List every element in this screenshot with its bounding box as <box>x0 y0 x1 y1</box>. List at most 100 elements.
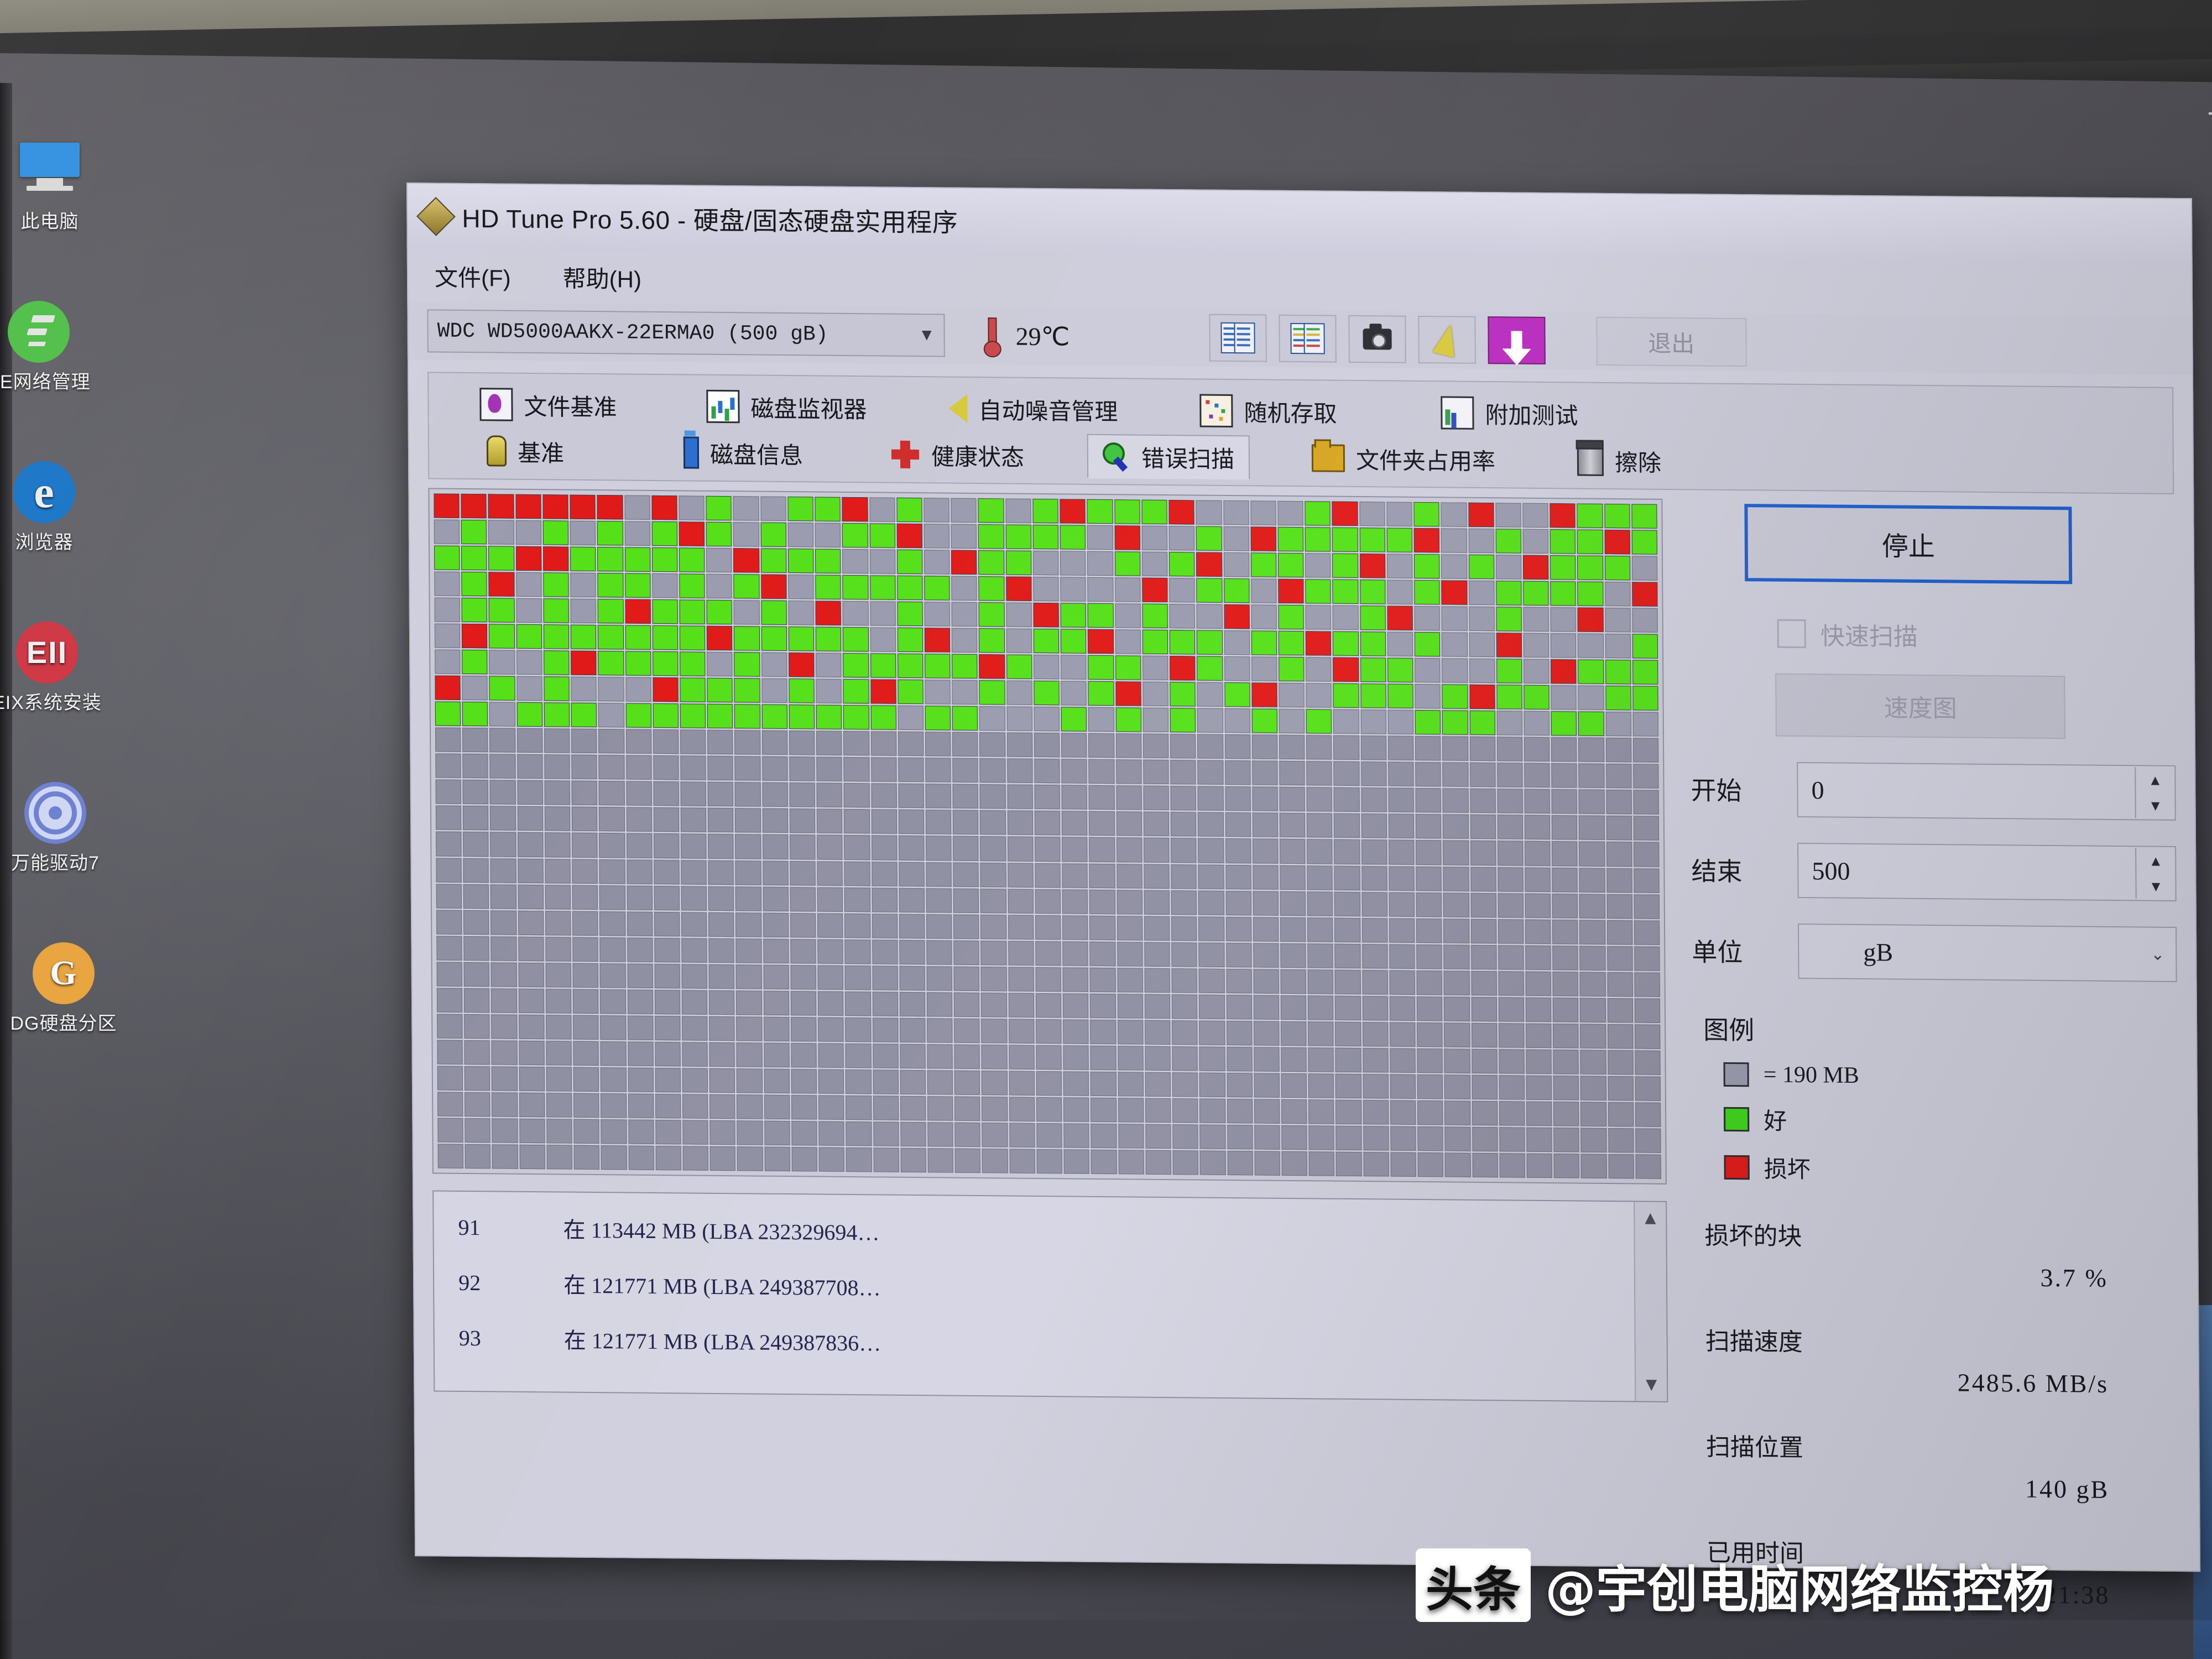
block-map-panel[interactable] <box>428 488 1667 1185</box>
block-cell <box>1363 1047 1389 1073</box>
block-cell <box>1307 917 1333 942</box>
tab-extra-tests[interactable]: 附加测试 <box>1426 392 1592 435</box>
block-cell <box>1141 551 1168 577</box>
block-cell <box>871 783 897 808</box>
tab-error-scan[interactable]: 错误扫描 <box>1087 434 1250 480</box>
table-row[interactable]: 93 在 121771 MB (LBA 249387836… <box>434 1310 1635 1375</box>
block-cell <box>1471 971 1497 995</box>
block-cell <box>492 1118 518 1143</box>
block-cell <box>734 756 761 781</box>
tab-folder-usage[interactable]: 文件夹占用率 <box>1297 437 1510 481</box>
unit-select[interactable]: gB ⌄ <box>1798 923 2177 982</box>
block-cell <box>517 806 544 831</box>
block-cell <box>1605 764 1632 789</box>
block-cell <box>597 599 624 624</box>
block-cell <box>1308 1151 1335 1176</box>
start-stepper[interactable]: ▲ ▼ <box>2135 767 2175 818</box>
block-cell <box>1415 788 1442 813</box>
block-cell <box>1061 759 1087 784</box>
screenshot-icon[interactable] <box>1348 315 1406 363</box>
block-cell <box>925 758 951 783</box>
block-cell <box>1063 1123 1089 1148</box>
block-cell <box>1359 580 1386 604</box>
spin-up-icon[interactable]: ▲ <box>2148 852 2163 869</box>
block-map-grid[interactable] <box>434 493 1661 1179</box>
tab-disk-info[interactable]: 磁盘信息 <box>660 431 817 474</box>
end-stepper[interactable]: ▲ ▼ <box>2135 848 2176 899</box>
exit-button[interactable]: 退出 <box>1596 316 1747 367</box>
tab-erase[interactable]: 擦除 <box>1563 439 1676 482</box>
block-cell <box>1579 842 1605 867</box>
tab-random-access[interactable]: 随机存取 <box>1185 389 1351 433</box>
block-cell <box>1443 814 1469 839</box>
block-cell <box>1604 529 1630 555</box>
block-cell <box>1443 919 1469 943</box>
legend-swatch-bad <box>1724 1155 1750 1180</box>
download-arrow-icon[interactable] <box>1488 316 1546 364</box>
tab-file-benchmark[interactable]: 文件基准 <box>465 383 631 427</box>
block-cell <box>1363 1073 1389 1099</box>
block-cell <box>601 1145 627 1170</box>
block-cell <box>519 1144 545 1170</box>
compare-icon[interactable] <box>1209 314 1267 362</box>
block-cell <box>954 1096 980 1121</box>
block-cell <box>1088 629 1114 654</box>
block-cell <box>1498 1023 1525 1048</box>
table-row[interactable]: 91 在 113442 MB (LBA 232329694… <box>434 1199 1634 1265</box>
block-cell <box>1390 1048 1416 1073</box>
scrollbar[interactable]: ▲ ▼ <box>1634 1202 1667 1401</box>
spin-down-icon[interactable]: ▼ <box>2148 797 2163 814</box>
block-cell <box>953 940 980 965</box>
tab-benchmark[interactable]: 基准 <box>466 430 578 473</box>
menu-item-help[interactable]: 帮助(H) <box>562 265 642 293</box>
spin-down-icon[interactable]: ▼ <box>2148 878 2163 895</box>
block-cell <box>1335 1047 1361 1072</box>
scroll-up-icon[interactable]: ▲ <box>1641 1207 1660 1229</box>
error-log-list[interactable]: 91 在 113442 MB (LBA 232329694… 92 在 1217… <box>432 1190 1668 1402</box>
spin-up-icon[interactable]: ▲ <box>2148 771 2163 789</box>
desktop-icon-browser[interactable]: e 浏览器 <box>0 459 116 554</box>
block-cell <box>572 937 598 962</box>
block-cell <box>464 1040 491 1065</box>
block-cell <box>1580 1102 1606 1126</box>
end-input[interactable]: 500 ▲ ▼ <box>1797 842 2177 901</box>
block-cell <box>735 834 761 859</box>
block-cell <box>1088 785 1115 810</box>
block-cell <box>1498 945 1524 970</box>
block-cell <box>1087 525 1113 550</box>
lightning-icon[interactable] <box>1418 315 1476 364</box>
desktop-icon-driver-pack[interactable]: 万能驱动7 <box>0 780 127 874</box>
menu-item-file[interactable]: 文件(F) <box>434 264 511 291</box>
block-cell <box>1552 867 1578 893</box>
this-pc-icon <box>17 138 83 205</box>
scroll-down-icon[interactable]: ▼ <box>1642 1374 1661 1395</box>
desktop-icon-this-pc[interactable]: 此电脑 <box>0 138 122 233</box>
block-cell <box>518 1014 545 1040</box>
block-cell <box>1009 1071 1035 1095</box>
drive-select[interactable]: WDC WD5000AAKX-22ERMA0 (500 gB) ▼ <box>427 309 945 357</box>
speed-chart-button[interactable]: 速度图 <box>1775 673 2066 739</box>
stop-button[interactable]: 停止 <box>1744 504 2073 585</box>
block-cell <box>1605 608 1631 633</box>
checkbox-box[interactable] <box>1777 619 1807 649</box>
tab-disk-monitor[interactable]: 磁盘监视器 <box>692 385 881 429</box>
block-cell <box>1362 969 1388 995</box>
tab-aam[interactable]: 自动噪音管理 <box>934 387 1132 431</box>
compare-color-icon[interactable] <box>1279 314 1337 363</box>
table-row[interactable]: 92 在 121771 MB (LBA 249387708… <box>434 1254 1635 1320</box>
scan-position-value: 140 gB <box>2025 1474 2110 1504</box>
desktop-icon-pe-network[interactable]: PE网络管理 <box>0 299 111 393</box>
block-cell <box>789 731 815 755</box>
tab-health[interactable]: 健康状态 <box>876 433 1039 477</box>
quick-scan-checkbox[interactable]: 快速扫描 <box>1777 616 2175 655</box>
start-input[interactable]: 0 ▲ ▼ <box>1797 761 2176 821</box>
block-cell <box>1524 711 1550 736</box>
block-cell <box>570 546 596 572</box>
block-cell <box>1580 1076 1606 1100</box>
desktop-icon-dg-partition[interactable]: G DG硬盘分区 <box>0 940 135 1035</box>
block-cell <box>1006 706 1032 732</box>
block-cell <box>1526 1075 1552 1100</box>
block-cell <box>1305 605 1332 630</box>
minimize-icon[interactable]: — <box>2208 92 2212 129</box>
desktop-icon-eix-install[interactable]: EII EIX系统安装 <box>0 619 119 714</box>
